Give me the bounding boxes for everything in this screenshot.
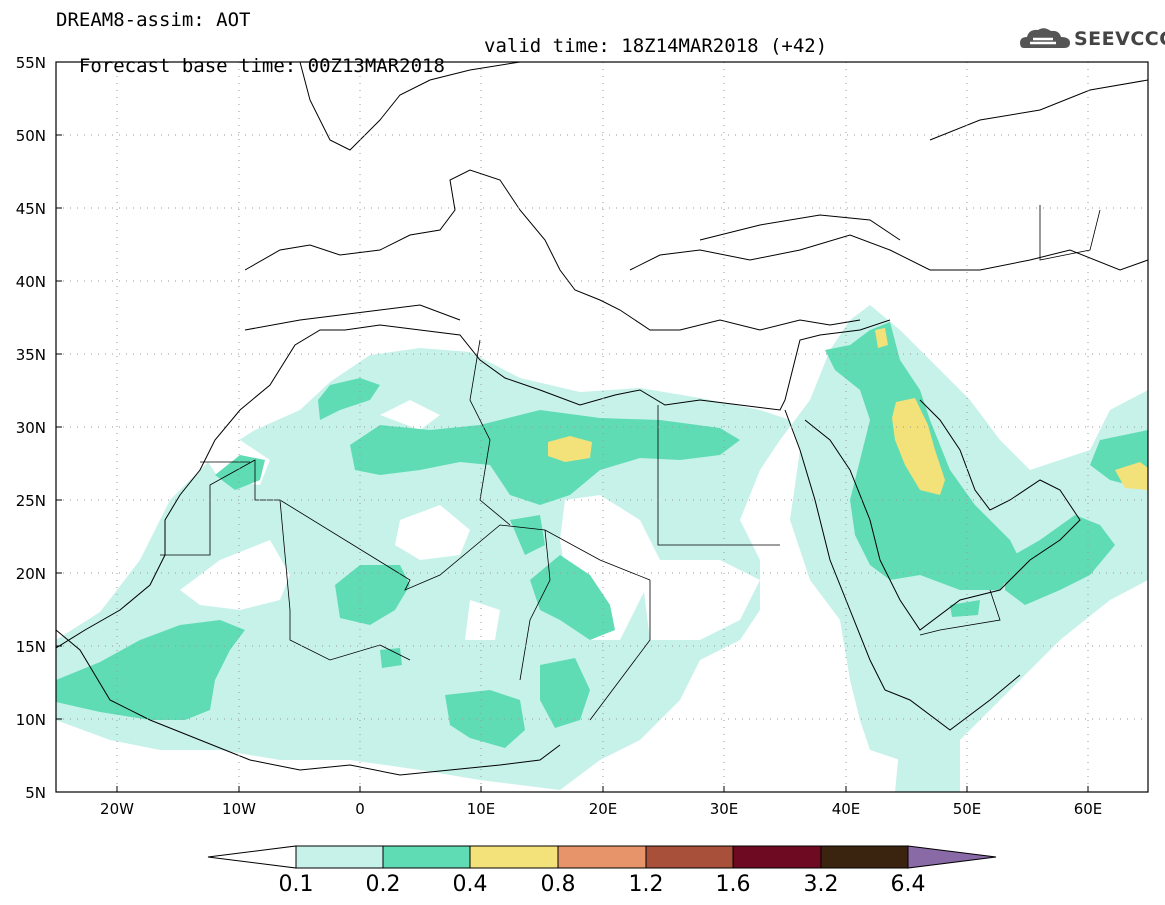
lon-label: 0 xyxy=(355,800,365,818)
colorbar-label: 1.2 xyxy=(628,872,664,897)
lat-label: 50N xyxy=(15,127,46,145)
lat-label: 45N xyxy=(15,200,46,218)
cloud-icon xyxy=(1020,28,1070,48)
colorbar-bin-4 xyxy=(557,845,647,869)
lon-label: 10E xyxy=(466,800,496,818)
lon-label: 60E xyxy=(1073,800,1103,818)
colorbar-label: 0.8 xyxy=(540,872,576,897)
seevccc-logo: SEEVCCC xyxy=(1018,24,1165,56)
colorbar-label: 0.2 xyxy=(365,872,401,897)
lat-label: 25N xyxy=(15,492,46,510)
lon-label: 50E xyxy=(952,800,982,818)
map-title: DREAM8-assim: AOT xyxy=(56,9,251,31)
base-time-text: Forecast base time: 00Z13MAR2018 xyxy=(78,55,445,77)
colorbar xyxy=(207,845,997,869)
colorbar-bin-1 xyxy=(295,845,384,869)
lon-label: 20W xyxy=(100,800,134,818)
political-borders xyxy=(160,205,1101,721)
lat-label: 40N xyxy=(15,273,46,291)
lon-label: 40E xyxy=(831,800,861,818)
aot-shading-medium xyxy=(56,322,1148,748)
lat-label: 15N xyxy=(15,638,46,656)
lat-label: 10N xyxy=(15,711,46,729)
graticule xyxy=(56,62,1148,792)
colorbar-label: 6.4 xyxy=(890,872,926,897)
colorbar-bin-2 xyxy=(382,845,471,869)
lat-label: 5N xyxy=(25,784,46,802)
colorbar-high-arrow xyxy=(907,845,997,869)
axis-ticks xyxy=(56,61,1089,793)
lon-label: 20E xyxy=(588,800,618,818)
lon-label: 10W xyxy=(222,800,256,818)
colorbar-bin-3 xyxy=(469,845,559,869)
colorbar-bin-6 xyxy=(732,845,822,869)
lat-label: 20N xyxy=(15,565,46,583)
lat-label: 55N xyxy=(15,54,46,72)
aot-shading-high xyxy=(548,328,1148,495)
valid-time-text: valid time: 18Z14MAR2018 (+42) xyxy=(484,35,828,57)
colorbar-bin-5 xyxy=(645,845,734,869)
colorbar-bin-7 xyxy=(820,845,909,869)
colorbar-label: 0.4 xyxy=(452,872,488,897)
colorbar-label: 3.2 xyxy=(803,872,839,897)
lat-label: 35N xyxy=(15,346,46,364)
colorbar-low-arrow xyxy=(207,845,297,869)
colorbar-label: 0.1 xyxy=(278,872,314,897)
logo-text: SEEVCCC xyxy=(1074,28,1165,50)
lon-label: 30E xyxy=(709,800,739,818)
colorbar-label: 1.6 xyxy=(715,872,751,897)
forecast-base-time: Forecast base time: 00Z13MAR2018 valid t… xyxy=(56,36,827,96)
lat-label: 30N xyxy=(15,419,46,437)
coastlines xyxy=(56,62,1148,776)
